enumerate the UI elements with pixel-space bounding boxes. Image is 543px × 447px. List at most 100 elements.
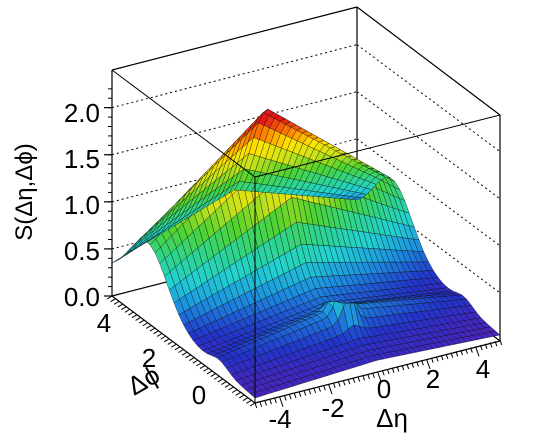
x-tick — [352, 377, 356, 383]
y-tick — [121, 306, 127, 311]
y-tick-label: 4 — [97, 308, 111, 338]
y-tick — [210, 373, 216, 378]
y-tick-label: 2 — [142, 343, 156, 373]
surface-cell — [111, 257, 123, 264]
y-tick — [217, 378, 224, 383]
surface-cell — [121, 247, 133, 258]
x-tick — [450, 352, 454, 358]
y-axis-title: Δϕ — [122, 359, 165, 401]
y-tick — [235, 391, 241, 396]
x-tick — [435, 356, 439, 362]
x-tick-label: 2 — [426, 364, 440, 394]
y-tick-label: 0 — [192, 380, 206, 410]
y-tick — [249, 402, 256, 407]
y-tick — [224, 383, 231, 388]
x-tick — [372, 372, 375, 378]
y-tick — [228, 386, 234, 391]
z-axis-title: S(Δη,Δϕ) — [11, 143, 38, 241]
y-tick — [188, 357, 195, 361]
x-tick — [430, 357, 434, 363]
x-tick — [489, 342, 493, 348]
x-axis-ticks: -4 -2 0 2 4 — [268, 354, 490, 434]
x-tick — [465, 348, 468, 354]
z-tick-label: 2.0 — [64, 98, 100, 128]
x-tick-label: -2 — [321, 393, 344, 423]
y-tick — [199, 365, 206, 369]
z-axis-ticks: 0.0 0.5 1.0 1.5 2.0 — [64, 98, 100, 312]
top-edge — [111, 6, 358, 71]
z-tick-label: 0.0 — [64, 282, 100, 312]
y-tick — [178, 349, 184, 353]
x-tick — [318, 386, 321, 392]
y-tick — [163, 338, 170, 343]
y-tick — [242, 397, 249, 402]
x-tick — [308, 388, 312, 395]
y-tick — [206, 370, 213, 375]
x-tick — [283, 395, 287, 401]
x-tick — [421, 359, 424, 366]
x-tick — [396, 366, 400, 372]
y-tick — [203, 367, 209, 372]
x-tick — [303, 390, 307, 396]
x-tick — [367, 373, 370, 380]
y-tick — [110, 298, 116, 303]
x-tick — [323, 385, 326, 391]
y-tick — [174, 346, 181, 351]
x-tick — [391, 367, 395, 373]
y-tick — [239, 394, 245, 399]
top-edge — [356, 6, 501, 116]
y-tick — [138, 319, 145, 324]
x-tick — [293, 392, 297, 399]
y-tick — [167, 341, 174, 345]
x-tick — [401, 365, 405, 371]
x-tick — [460, 349, 464, 356]
x-tick — [259, 401, 263, 407]
front-frame — [106, 69, 503, 409]
x-tick-label: 4 — [476, 354, 490, 384]
x-tick — [475, 346, 480, 357]
y-tick — [231, 389, 238, 394]
y-tick — [181, 351, 188, 356]
y-tick — [135, 316, 141, 321]
y-tick — [113, 300, 120, 305]
y-tick — [153, 330, 159, 335]
x-tick — [426, 358, 431, 370]
grid-line — [111, 44, 358, 109]
grid-line — [111, 91, 358, 156]
x-axis-title: Δη — [376, 403, 408, 433]
y-tick — [171, 343, 177, 348]
y-tick — [106, 295, 113, 300]
x-tick — [279, 396, 284, 407]
y-tick — [160, 335, 166, 340]
x-tick — [313, 387, 317, 394]
y-tick — [156, 333, 163, 337]
y-tick — [192, 359, 199, 364]
x-tick — [342, 380, 346, 386]
x-tick — [499, 339, 503, 346]
x-tick — [494, 341, 498, 347]
x-tick — [479, 344, 483, 351]
y-tick — [246, 399, 252, 404]
y-tick — [149, 327, 156, 332]
x-tick — [445, 353, 449, 360]
y-axis-ticks: 0 2 4 — [97, 308, 206, 410]
y-tick — [131, 314, 138, 319]
x-tick — [440, 354, 444, 361]
x-tick — [406, 363, 410, 370]
surface-mesh — [111, 108, 501, 399]
y-tick — [128, 311, 134, 316]
y-tick — [142, 322, 149, 327]
x-tick — [269, 399, 272, 405]
x-tick — [332, 382, 336, 389]
x-tick-label: -4 — [268, 404, 291, 434]
x-tick — [347, 378, 351, 385]
x-tick — [362, 375, 366, 381]
x-tick — [298, 391, 302, 397]
x-tick — [386, 368, 390, 375]
x-tick-label: 0 — [377, 374, 391, 404]
x-tick — [470, 347, 473, 353]
y-tick — [185, 354, 191, 359]
y-tick — [117, 303, 123, 308]
x-tick — [411, 362, 415, 368]
